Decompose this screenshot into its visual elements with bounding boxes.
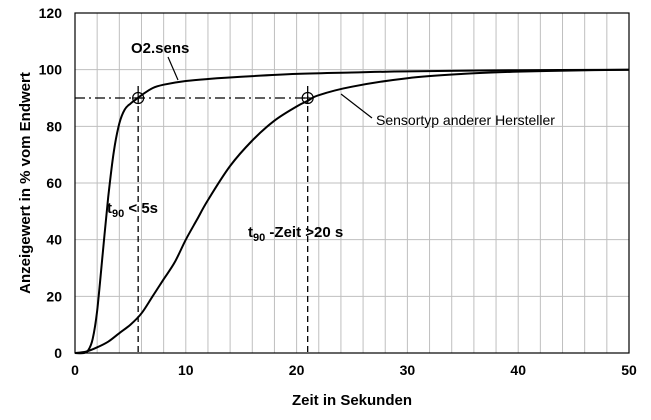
o2sens-leader — [167, 56, 179, 81]
t90-slow-t: t — [248, 224, 253, 241]
plot-frame — [74, 12, 630, 354]
t90-slow-rest: -Zeit >20 s — [265, 224, 343, 241]
series-line-2 — [74, 68, 630, 354]
x-tick-label: 50 — [621, 362, 637, 378]
y-tick-label: 120 — [39, 5, 63, 21]
x-tick-label: 30 — [400, 362, 416, 378]
x-tick-label: 40 — [510, 362, 526, 378]
t90-fast-rest: < 5s — [124, 200, 158, 217]
y-tick-label: 40 — [46, 232, 62, 248]
x-tick-label: 0 — [71, 362, 79, 378]
reference-lines — [75, 86, 309, 353]
grid — [75, 13, 629, 353]
y-tick-label: 0 — [54, 345, 62, 361]
other-sensor-label: Sensortyp anderer Hersteller — [376, 112, 555, 128]
t90-fast-label: t90 < 5s — [107, 200, 158, 220]
y-axis-label: Anzeigewert in % vom Endwert — [17, 72, 34, 294]
t90-slow-label: t90 -Zeit >20 s — [248, 224, 343, 244]
x-axis-label: Zeit in Sekunden — [292, 392, 412, 409]
y-tick-label: 100 — [39, 62, 63, 78]
y-tick-label: 20 — [46, 288, 62, 304]
o2sens-label: O2.sens — [131, 40, 189, 57]
other-sensor-leader — [340, 93, 373, 119]
x-tick-label: 10 — [178, 362, 194, 378]
t90-fast-t: t — [107, 200, 112, 217]
t90-slow-sub: 90 — [253, 232, 265, 244]
x-tick-label: 20 — [289, 362, 305, 378]
tick-labels: 0 10 20 30 40 50 0 20 40 60 80 100 120 — [39, 5, 637, 378]
y-tick-label: 80 — [46, 118, 62, 134]
t90-fast-sub: 90 — [112, 208, 124, 220]
y-tick-label: 60 — [46, 175, 62, 191]
curves — [74, 68, 630, 355]
